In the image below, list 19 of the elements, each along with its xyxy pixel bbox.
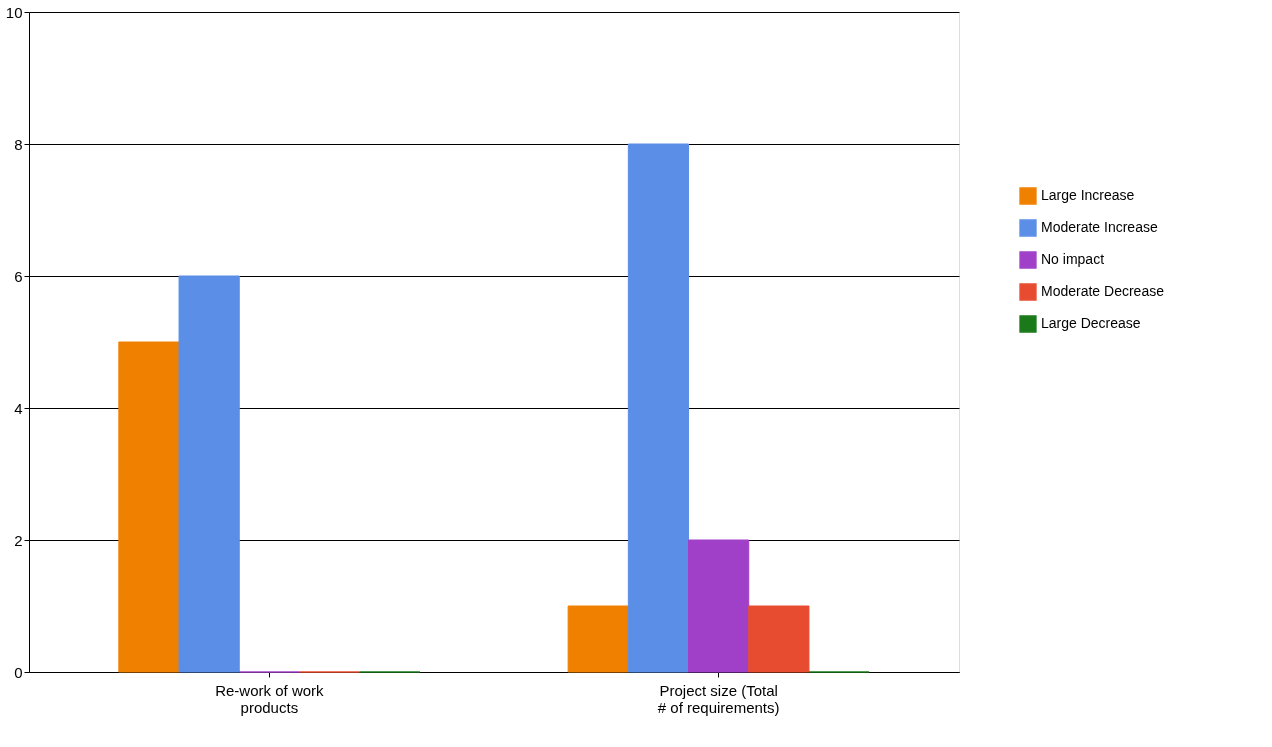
- y-tick-label: 2: [14, 531, 23, 549]
- legend-label: Moderate Increase: [1041, 219, 1158, 235]
- bar: [178, 275, 240, 673]
- x-tick-label: Project size (Total # of requirements): [657, 681, 780, 716]
- bar: [748, 605, 810, 673]
- bar: [627, 143, 690, 673]
- legend-label: No impact: [1041, 251, 1105, 267]
- y-tick-label: 10: [5, 3, 23, 21]
- legend-label: Large Increase: [1041, 187, 1135, 203]
- y-tick-label: 0: [14, 663, 23, 681]
- bar: [688, 539, 750, 673]
- bar: [118, 341, 180, 673]
- x-tick-label: Re-work of work products: [215, 681, 325, 716]
- y-tick-label: 6: [14, 267, 23, 285]
- y-tick-label: 4: [14, 399, 23, 417]
- legend-label: Moderate Decrease: [1041, 283, 1165, 299]
- y-tick-label: 8: [14, 135, 23, 153]
- bar: [567, 605, 629, 673]
- legend-label: Large Decrease: [1041, 315, 1141, 331]
